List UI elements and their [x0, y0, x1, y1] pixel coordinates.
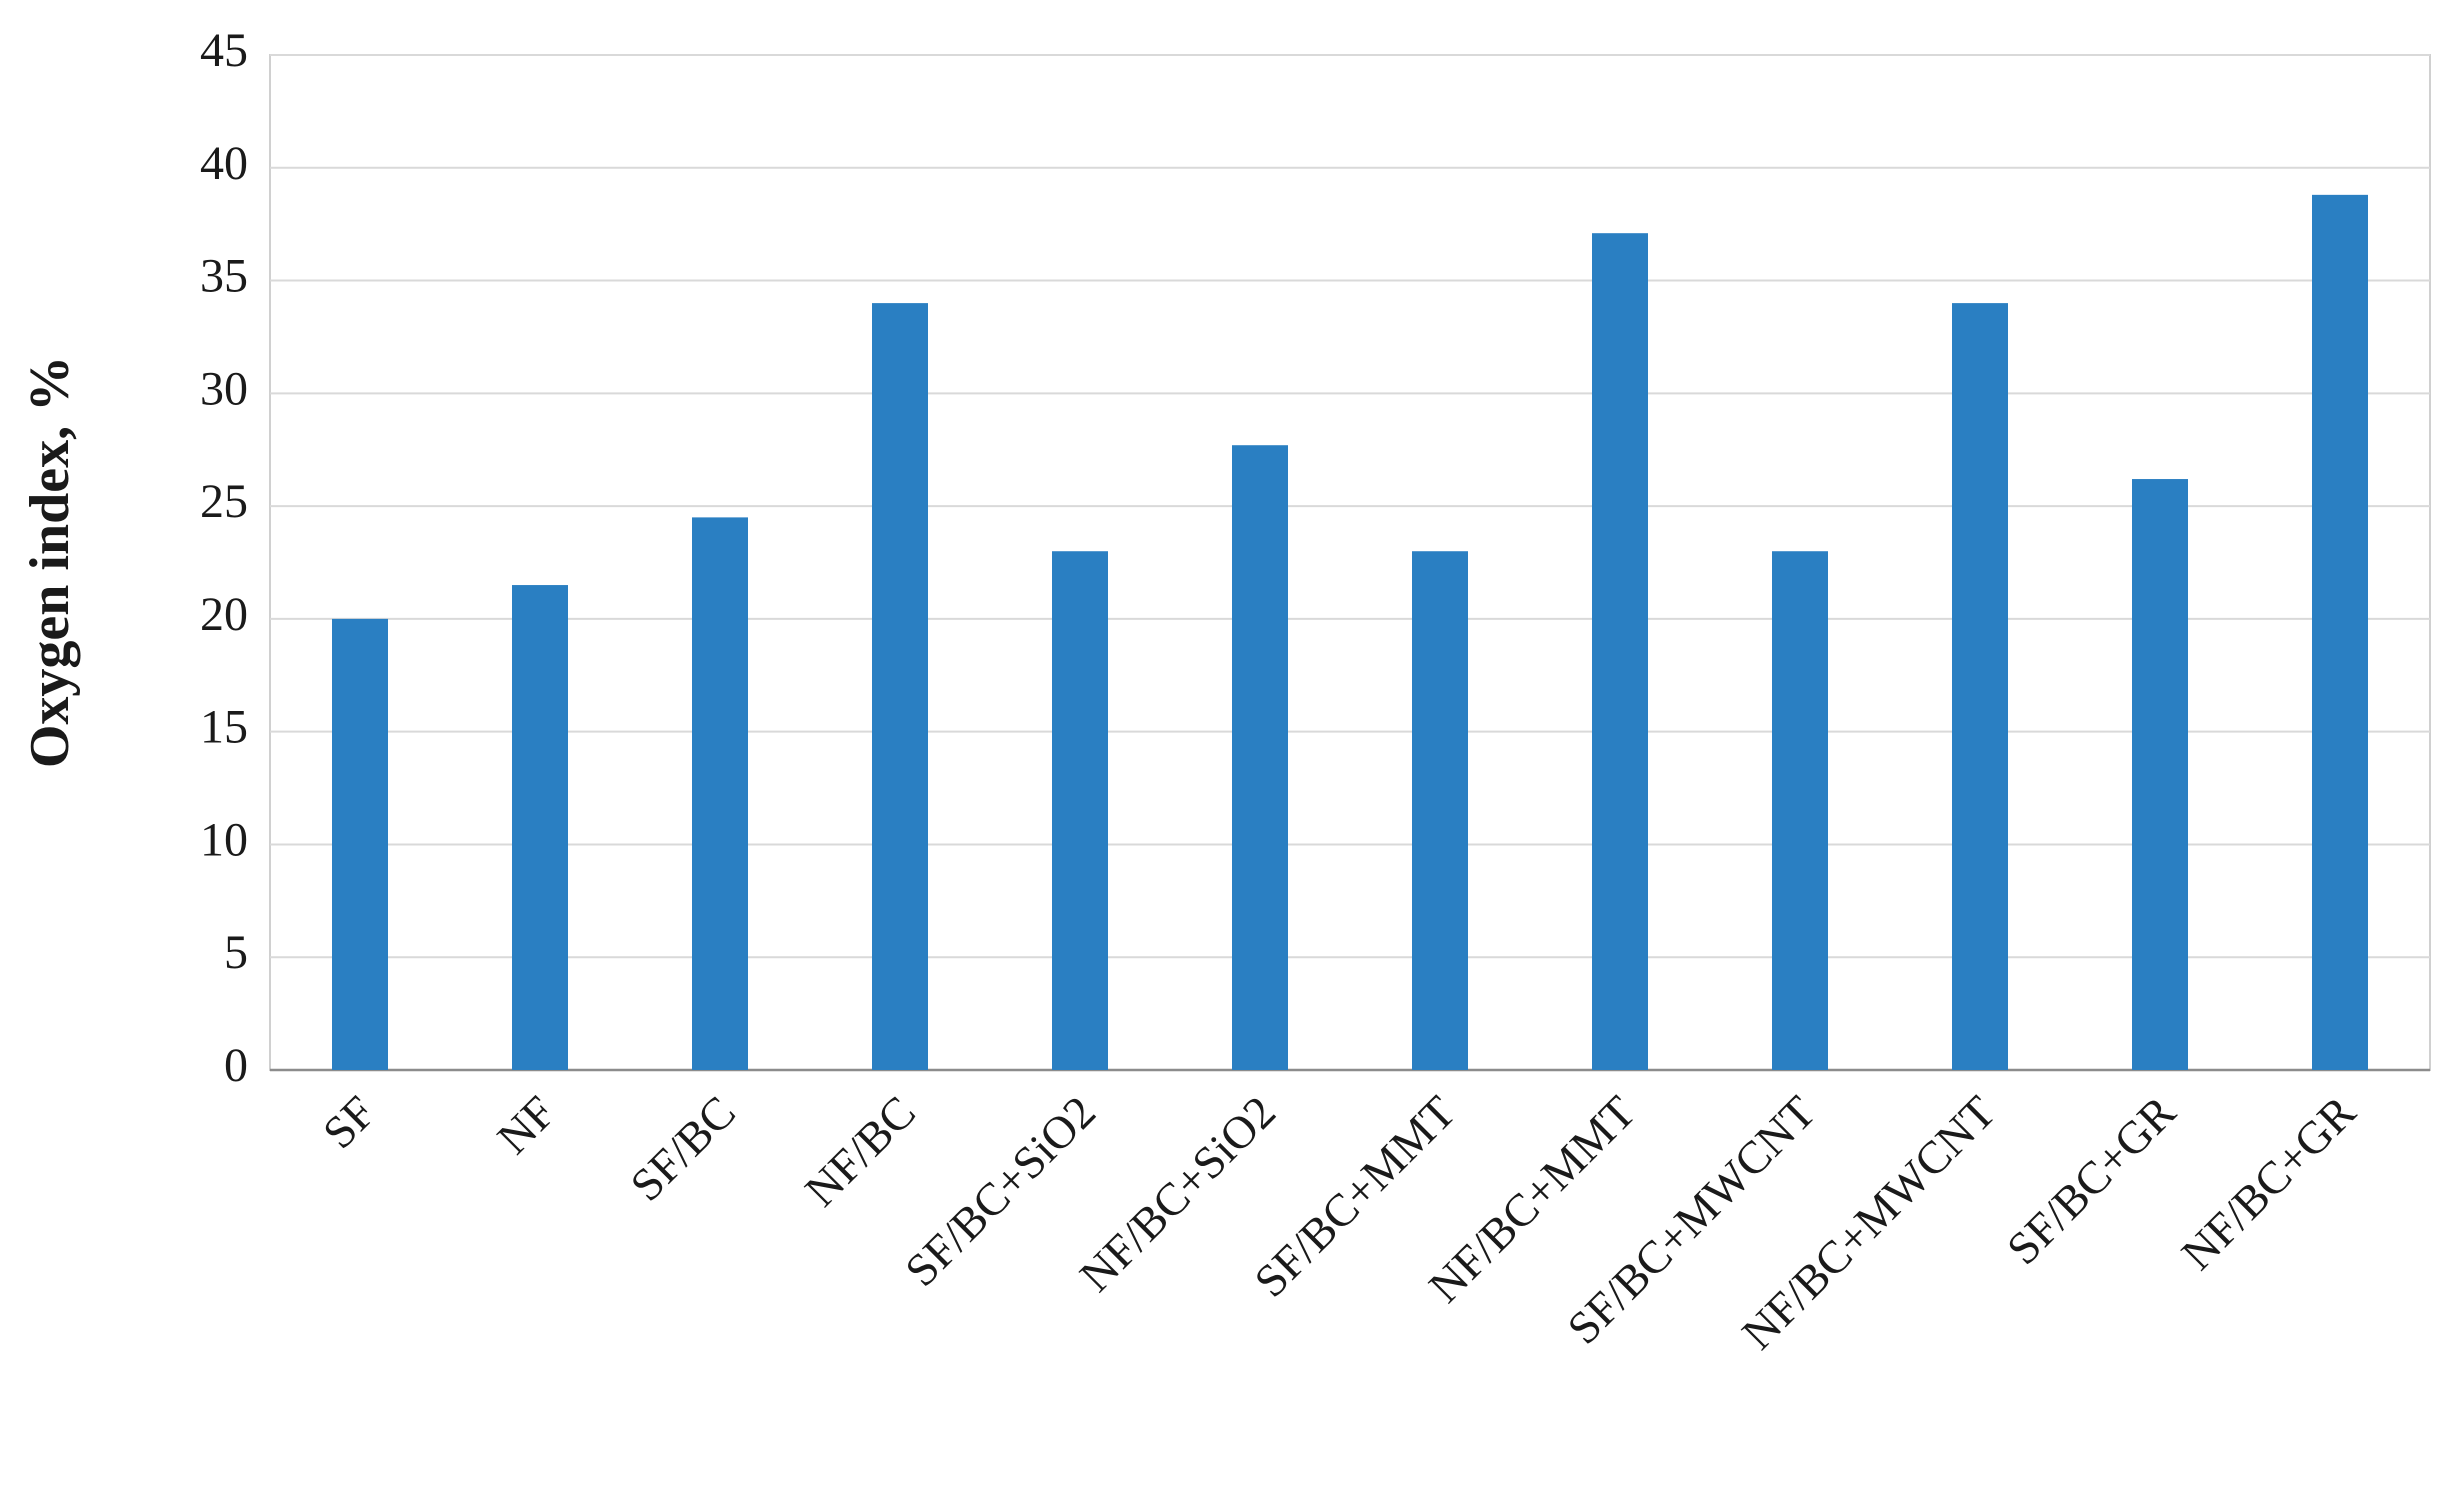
x-tick-label: NF	[487, 1086, 565, 1164]
y-tick-label: 40	[200, 137, 248, 190]
bar	[1232, 445, 1288, 1070]
y-tick-label: 0	[224, 1039, 248, 1092]
bar	[1592, 233, 1648, 1070]
y-axis-title: Oxygen index, %	[19, 356, 81, 768]
y-tick-label: 45	[200, 24, 248, 77]
x-tick-label: SF/BC	[620, 1086, 745, 1211]
bar	[1952, 303, 2008, 1071]
bar	[1772, 551, 1828, 1070]
x-tick-label: NF/BC	[795, 1086, 925, 1216]
bar	[512, 585, 568, 1070]
bar	[332, 618, 388, 1070]
y-tick-label: 25	[200, 475, 248, 528]
y-tick-label: 10	[200, 813, 248, 866]
x-tick-label: NF/BC+GR	[2171, 1086, 2365, 1280]
y-tick-label: 15	[200, 701, 248, 754]
bar	[1412, 551, 1468, 1070]
bar	[692, 517, 748, 1070]
bar	[2132, 479, 2188, 1070]
y-tick-label: 20	[200, 588, 248, 641]
bar	[1052, 551, 1108, 1070]
y-tick-label: 30	[200, 362, 248, 415]
x-tick-label: SF	[313, 1086, 385, 1158]
y-tick-label: 5	[224, 926, 248, 979]
plot-border	[269, 54, 2431, 1071]
bar	[2312, 194, 2368, 1070]
bar	[872, 303, 928, 1071]
x-tick-label: SF/BC+GR	[1997, 1086, 2185, 1274]
y-tick-label: 35	[200, 250, 248, 303]
